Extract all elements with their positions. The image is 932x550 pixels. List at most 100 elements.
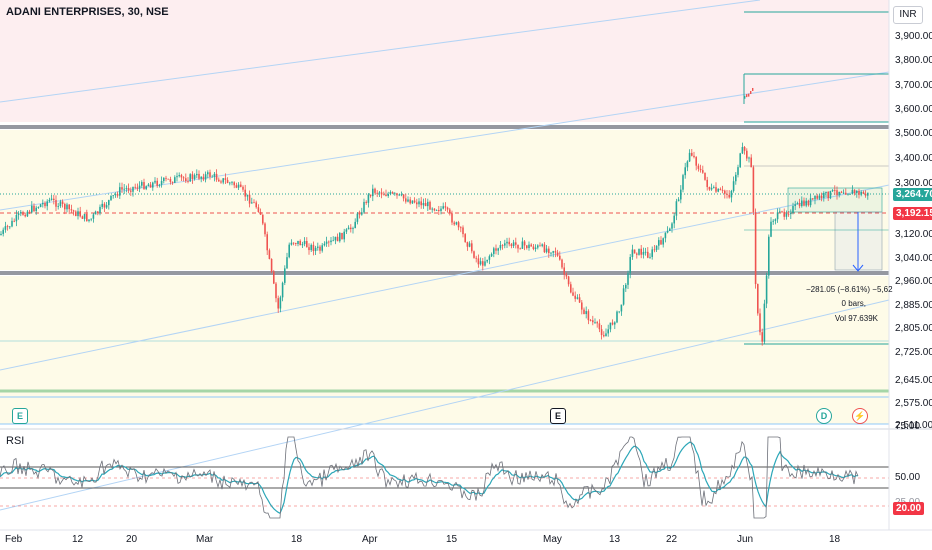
candle-body [741,147,744,154]
candle-body [411,200,414,204]
candle-body [504,243,506,246]
candle-body [798,203,801,207]
marker-price-tag: 3,192.15 [893,207,932,220]
earnings-icon[interactable]: E [12,408,28,424]
candle-body [765,275,768,304]
candle-body [209,172,211,177]
candle-body [68,204,70,210]
candle-body [748,93,750,97]
candle-body [169,179,172,182]
candle-body [378,192,381,194]
candle-body [301,244,304,246]
currency-button[interactable]: INR [893,6,923,24]
candle-body [814,195,816,200]
candle-body [730,190,733,198]
price-axis-label: 2,805.00 [895,323,932,334]
candle-body [97,211,99,214]
candle-body [110,195,112,201]
candle-body [726,193,728,195]
flash-icon[interactable]: ⚡ [852,408,868,424]
candle-body [743,147,746,151]
symbol-title[interactable]: ADANI ENTERPRISES, 30, NSE [6,6,169,18]
candle-body [37,207,40,208]
candle-body [72,210,75,212]
candle-body [75,211,77,217]
trendline[interactable] [0,0,761,103]
candle-body [488,256,491,260]
candle-body [363,201,365,213]
candle-body [116,194,119,196]
candle-body [482,261,484,266]
candle-body [323,243,326,246]
price-axis-label: 2,575.00 [895,398,932,409]
candle-body [167,178,169,180]
candle-body [24,214,26,217]
candle-body [578,297,581,303]
candle-body [17,213,20,216]
candle-body [796,203,799,205]
trendline[interactable] [0,299,890,511]
price-axis-label: 3,120.00 [895,229,932,240]
candle-body [669,228,671,231]
trendline[interactable] [0,184,890,371]
candle-body [719,188,722,191]
candle-body [737,167,739,175]
candle-body [715,187,717,192]
candle-body [576,297,579,299]
candle-body [717,188,719,192]
candle-body [677,199,680,202]
candle-body [816,195,818,199]
candle-body [44,202,46,207]
candle-body [193,175,196,179]
candle-body [671,223,673,229]
candle-body [530,244,532,247]
candle-body [823,192,825,199]
candle-body [820,195,823,199]
candle-body [35,207,37,212]
candle-body [275,283,277,299]
candle-body [149,184,152,188]
time-axis-label: Feb [5,534,23,545]
candle-body [662,238,664,245]
candle-body [794,204,796,207]
candle-body [416,202,418,205]
candle-body [431,208,433,210]
candle-body [825,191,827,193]
trendline[interactable] [0,71,890,211]
earnings-icon[interactable]: E [550,408,566,424]
candle-body [402,194,405,199]
measure-arrow-head [852,264,864,272]
candle-body [724,190,726,194]
candle-body [215,173,218,180]
candle-body [277,298,279,309]
rsi-panel-title[interactable]: RSI [6,435,25,447]
candle-body [424,203,427,207]
candle-body [2,229,4,234]
candle-body [233,182,235,186]
measure-text: Vol 97.639K [834,314,878,323]
candle-body [273,271,275,284]
zone-pink [0,0,889,122]
candle-body [222,178,224,183]
candle-body [842,192,845,194]
candle-body [781,211,783,213]
candle-body [851,189,854,194]
candle-body [785,213,788,217]
dividend-icon[interactable]: D [816,408,832,424]
rsi-axis-label: 75.00 [895,421,921,432]
candle-body [28,211,31,213]
candle-body [328,241,330,243]
candle-body [479,261,482,265]
candle-body [790,213,792,215]
candlesticks [0,87,869,346]
candle-body [642,251,645,255]
candle-body [86,213,88,222]
candle-body [567,276,570,285]
candle-body [70,209,73,211]
candle-body [0,233,2,235]
candle-body [407,199,409,202]
candle-body [202,176,205,180]
candle-body [317,246,319,248]
candle-body [94,211,97,215]
